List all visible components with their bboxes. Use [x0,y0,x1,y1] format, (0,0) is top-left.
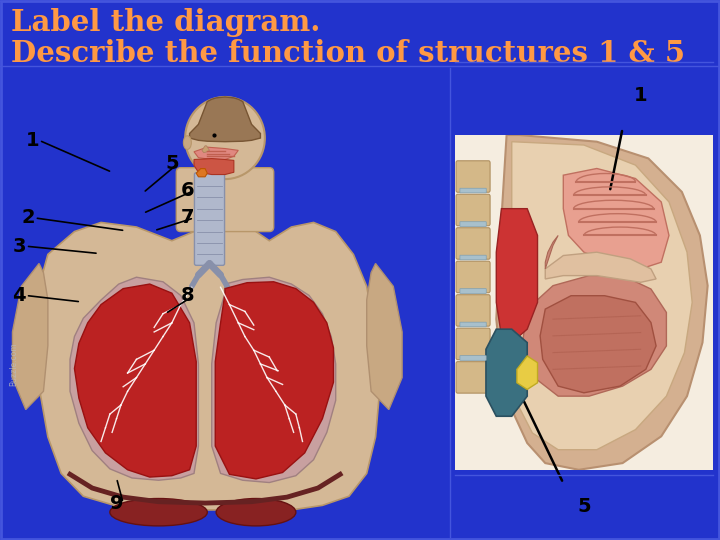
Text: 1: 1 [634,86,647,105]
Polygon shape [215,282,333,479]
Text: Describe the function of structures 1 & 5: Describe the function of structures 1 & … [11,39,685,68]
Polygon shape [496,208,538,342]
Polygon shape [197,168,207,177]
Text: Label the diagram.: Label the diagram. [11,8,320,37]
Polygon shape [212,277,336,483]
Text: 3: 3 [12,237,26,255]
Text: 5: 5 [165,154,179,173]
Text: 1: 1 [26,131,39,150]
Ellipse shape [216,498,296,526]
FancyBboxPatch shape [456,194,490,226]
Polygon shape [540,296,656,393]
Text: 8: 8 [181,286,194,305]
FancyBboxPatch shape [460,322,486,327]
Text: 9: 9 [109,494,123,512]
Polygon shape [486,329,527,416]
Polygon shape [70,277,199,480]
FancyBboxPatch shape [456,295,490,326]
Circle shape [185,97,265,179]
Ellipse shape [110,498,207,526]
FancyBboxPatch shape [176,168,274,232]
Polygon shape [194,147,238,159]
FancyBboxPatch shape [460,356,486,360]
Polygon shape [517,356,538,389]
Text: 6: 6 [181,181,194,200]
Text: 4: 4 [12,286,26,305]
FancyBboxPatch shape [456,362,490,393]
FancyBboxPatch shape [460,255,486,260]
Polygon shape [366,264,402,409]
Polygon shape [74,284,197,477]
Polygon shape [202,146,210,153]
Polygon shape [189,97,261,141]
FancyBboxPatch shape [456,228,490,259]
FancyBboxPatch shape [460,188,486,193]
Polygon shape [12,264,48,409]
FancyBboxPatch shape [460,222,486,226]
FancyBboxPatch shape [456,328,490,360]
Ellipse shape [184,136,192,150]
Text: 2: 2 [21,208,35,227]
FancyBboxPatch shape [455,135,713,470]
Text: 5: 5 [577,497,590,516]
Text: 7: 7 [181,208,194,227]
Polygon shape [563,168,669,269]
Text: Buzzle.com: Buzzle.com [9,342,18,386]
Polygon shape [504,141,692,450]
Polygon shape [496,135,708,470]
FancyBboxPatch shape [194,173,225,265]
Polygon shape [35,204,380,510]
FancyBboxPatch shape [456,161,490,192]
Polygon shape [545,252,656,282]
FancyBboxPatch shape [456,261,490,293]
Polygon shape [522,275,667,396]
FancyBboxPatch shape [460,289,486,293]
Polygon shape [545,235,558,269]
Polygon shape [194,159,234,174]
